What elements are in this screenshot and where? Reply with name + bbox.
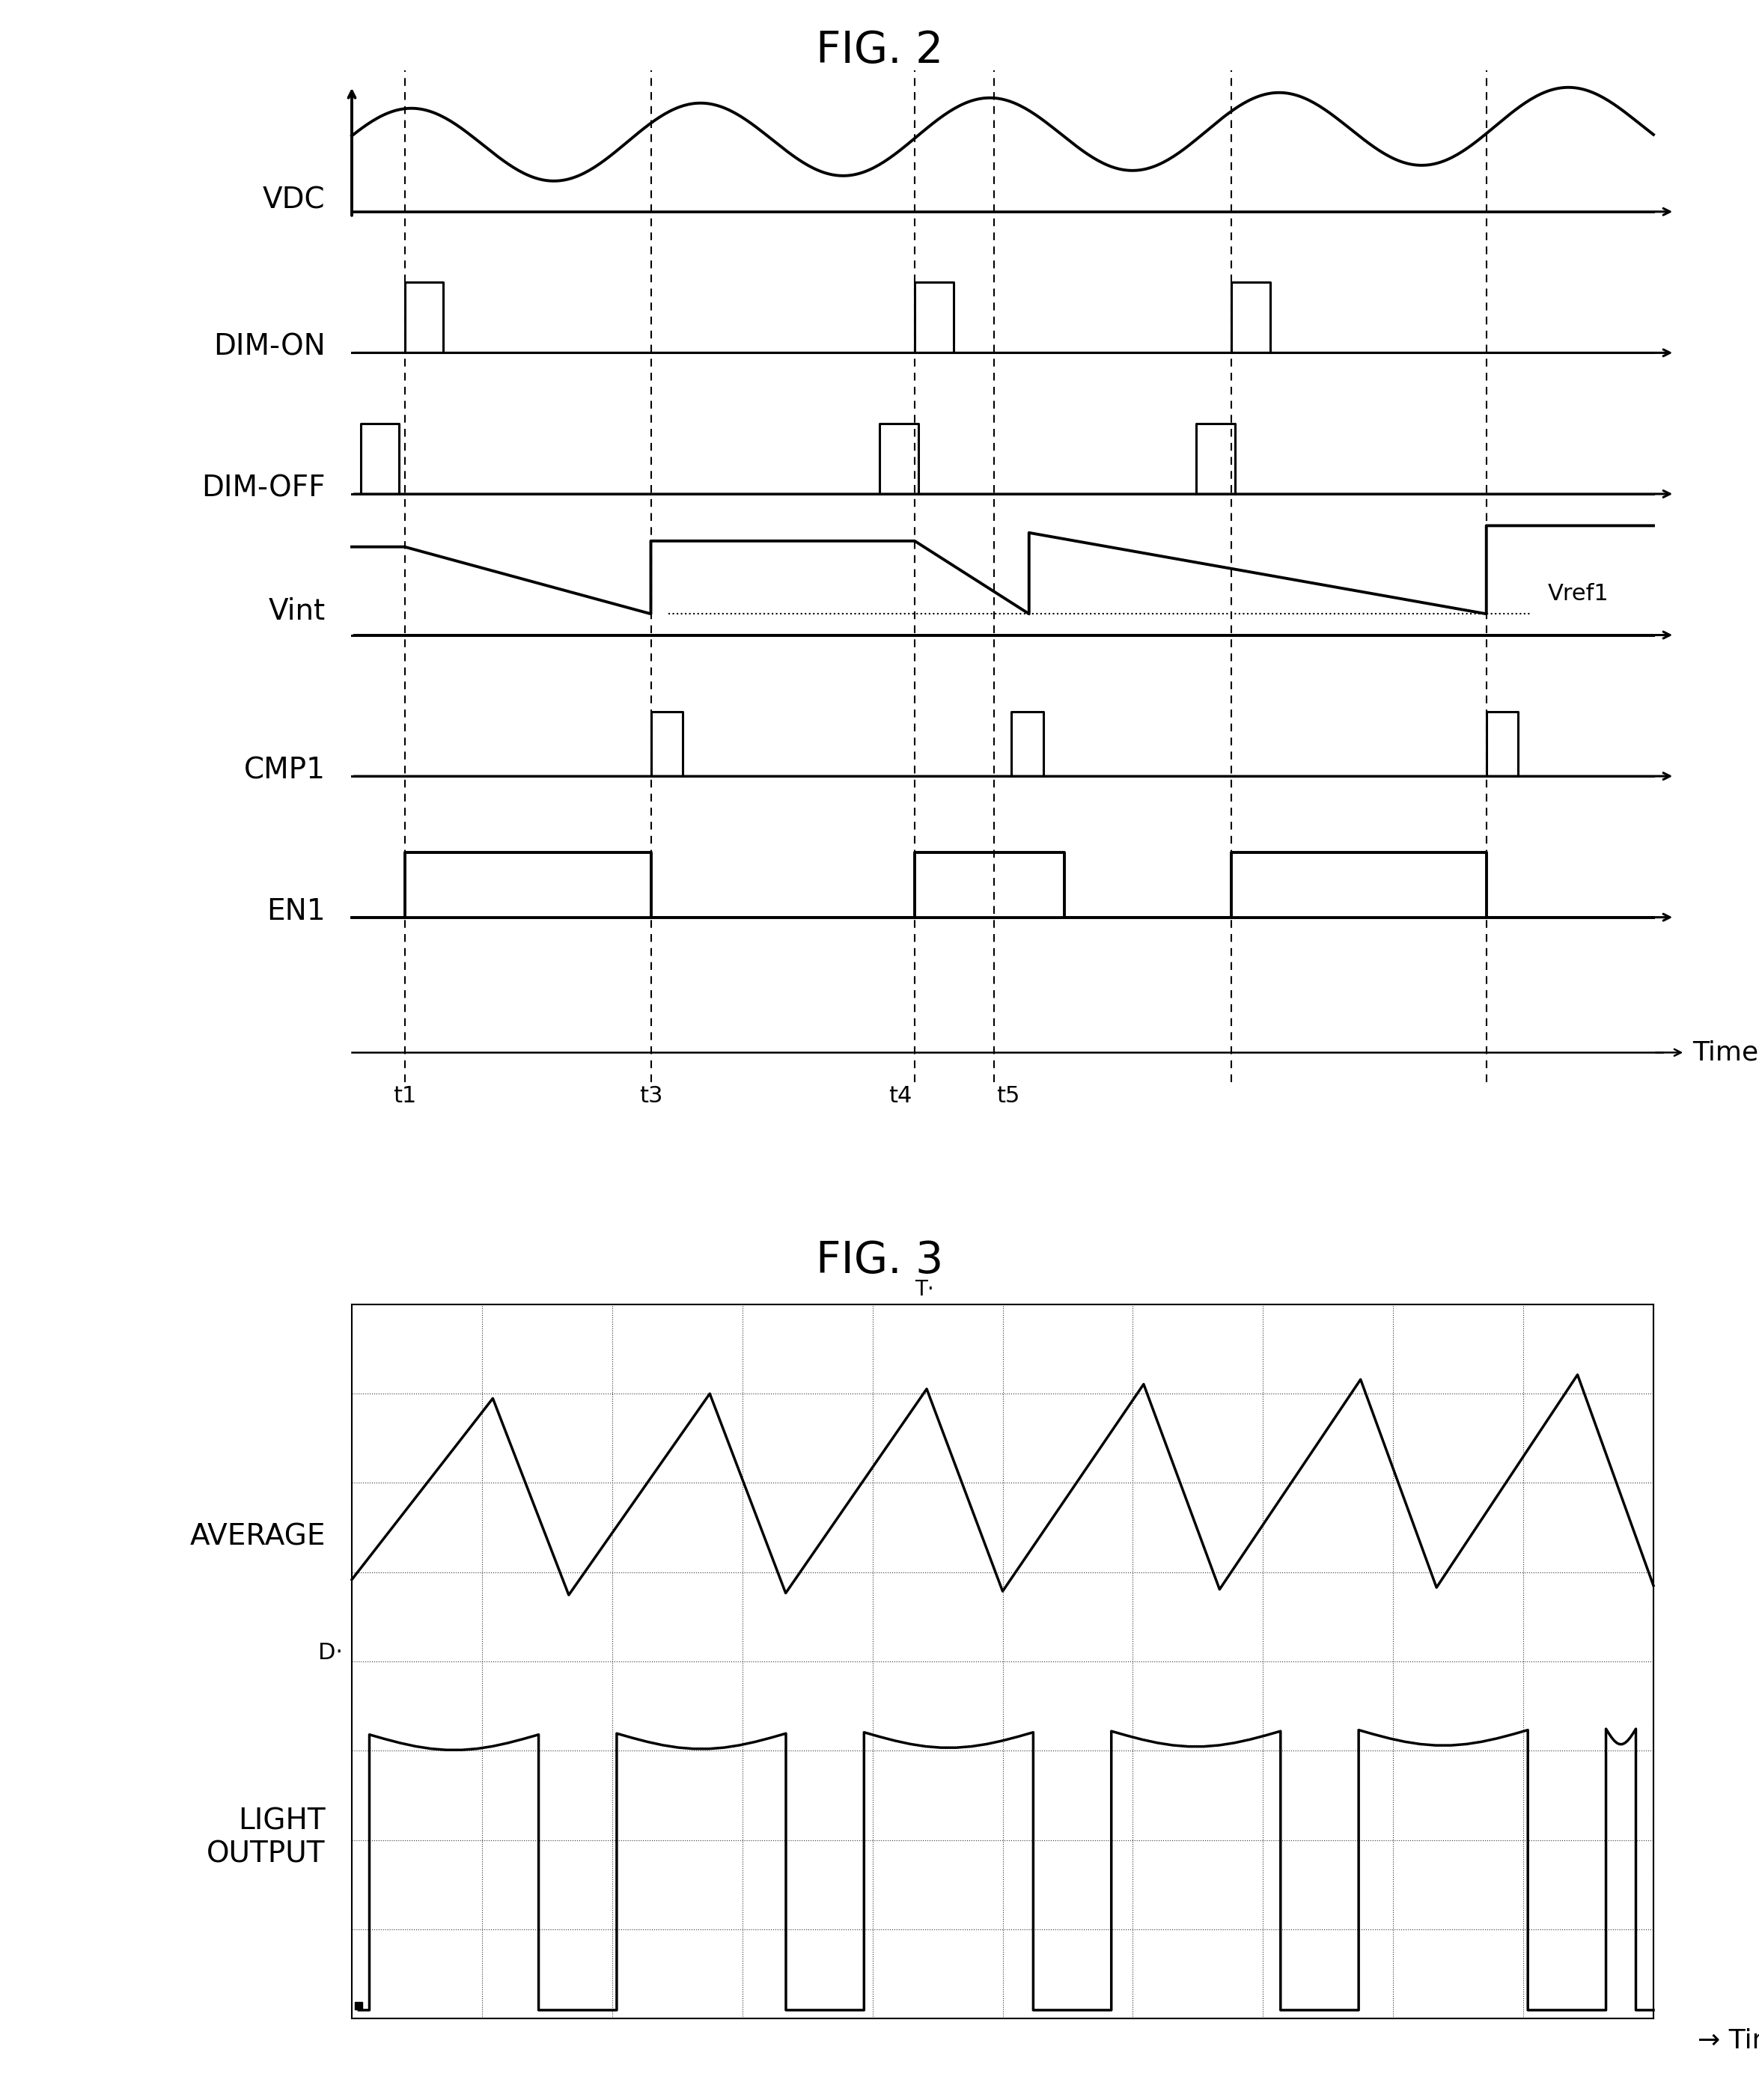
Text: t3: t3 xyxy=(639,1086,663,1107)
Text: EN1: EN1 xyxy=(267,897,325,926)
Text: t4: t4 xyxy=(888,1086,913,1107)
Text: t5: t5 xyxy=(996,1086,1020,1107)
Text: FIG. 3: FIG. 3 xyxy=(816,1239,943,1283)
Text: T·: T· xyxy=(915,1279,934,1300)
Text: FIG. 2: FIG. 2 xyxy=(816,29,943,71)
Text: DIM-ON: DIM-ON xyxy=(213,332,325,361)
Text: D·: D· xyxy=(318,1642,343,1663)
Text: LIGHT
OUTPUT: LIGHT OUTPUT xyxy=(208,1808,325,1869)
Text: Vint: Vint xyxy=(269,596,325,626)
Text: Vref1: Vref1 xyxy=(1548,584,1609,605)
Text: CMP1: CMP1 xyxy=(245,756,325,785)
Text: DIM-OFF: DIM-OFF xyxy=(202,475,325,502)
Text: t1: t1 xyxy=(392,1086,417,1107)
Text: → Time: → Time xyxy=(1697,2026,1759,2054)
Text: Time: Time xyxy=(1692,1040,1759,1065)
Text: AVERAGE: AVERAGE xyxy=(190,1522,325,1550)
Text: VDC: VDC xyxy=(262,185,325,214)
